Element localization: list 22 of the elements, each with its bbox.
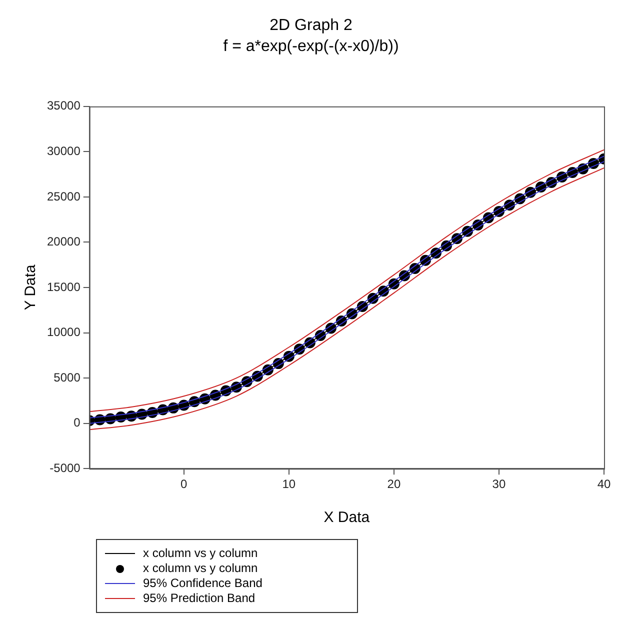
y-tick-label: 30000 [46,144,81,158]
y-tick-label: -5000 [50,460,81,475]
y-tick-label: 10000 [46,325,81,340]
x-tick-label: 20 [387,477,401,492]
x-axis-title: X Data [324,509,370,526]
legend-label: 95% Confidence Band [143,576,262,591]
y-tick-label: 5000 [54,370,81,384]
y-tick-label: 25000 [46,189,81,204]
y-tick-label: 15000 [46,280,81,294]
x-tick-label: 0 [180,477,188,492]
chart-title: 2D Graph 2 [270,17,352,34]
legend-label: x column vs y column [143,546,258,561]
x-tick-label: 30 [492,477,506,492]
y-axis-title: Y Data [22,264,40,310]
chart-subtitle: f = a*exp(-exp(-(x-x0)/b)) [223,38,399,56]
y-tick-label: 35000 [46,98,81,113]
y-tick-label: 0 [74,416,81,430]
y-tick-label: 20000 [46,234,81,249]
x-tick-label: 10 [282,477,296,492]
legend-label: 95% Prediction Band [143,591,256,606]
x-tick-label: 40 [597,477,611,492]
legend-label: x column vs y column [143,561,258,576]
